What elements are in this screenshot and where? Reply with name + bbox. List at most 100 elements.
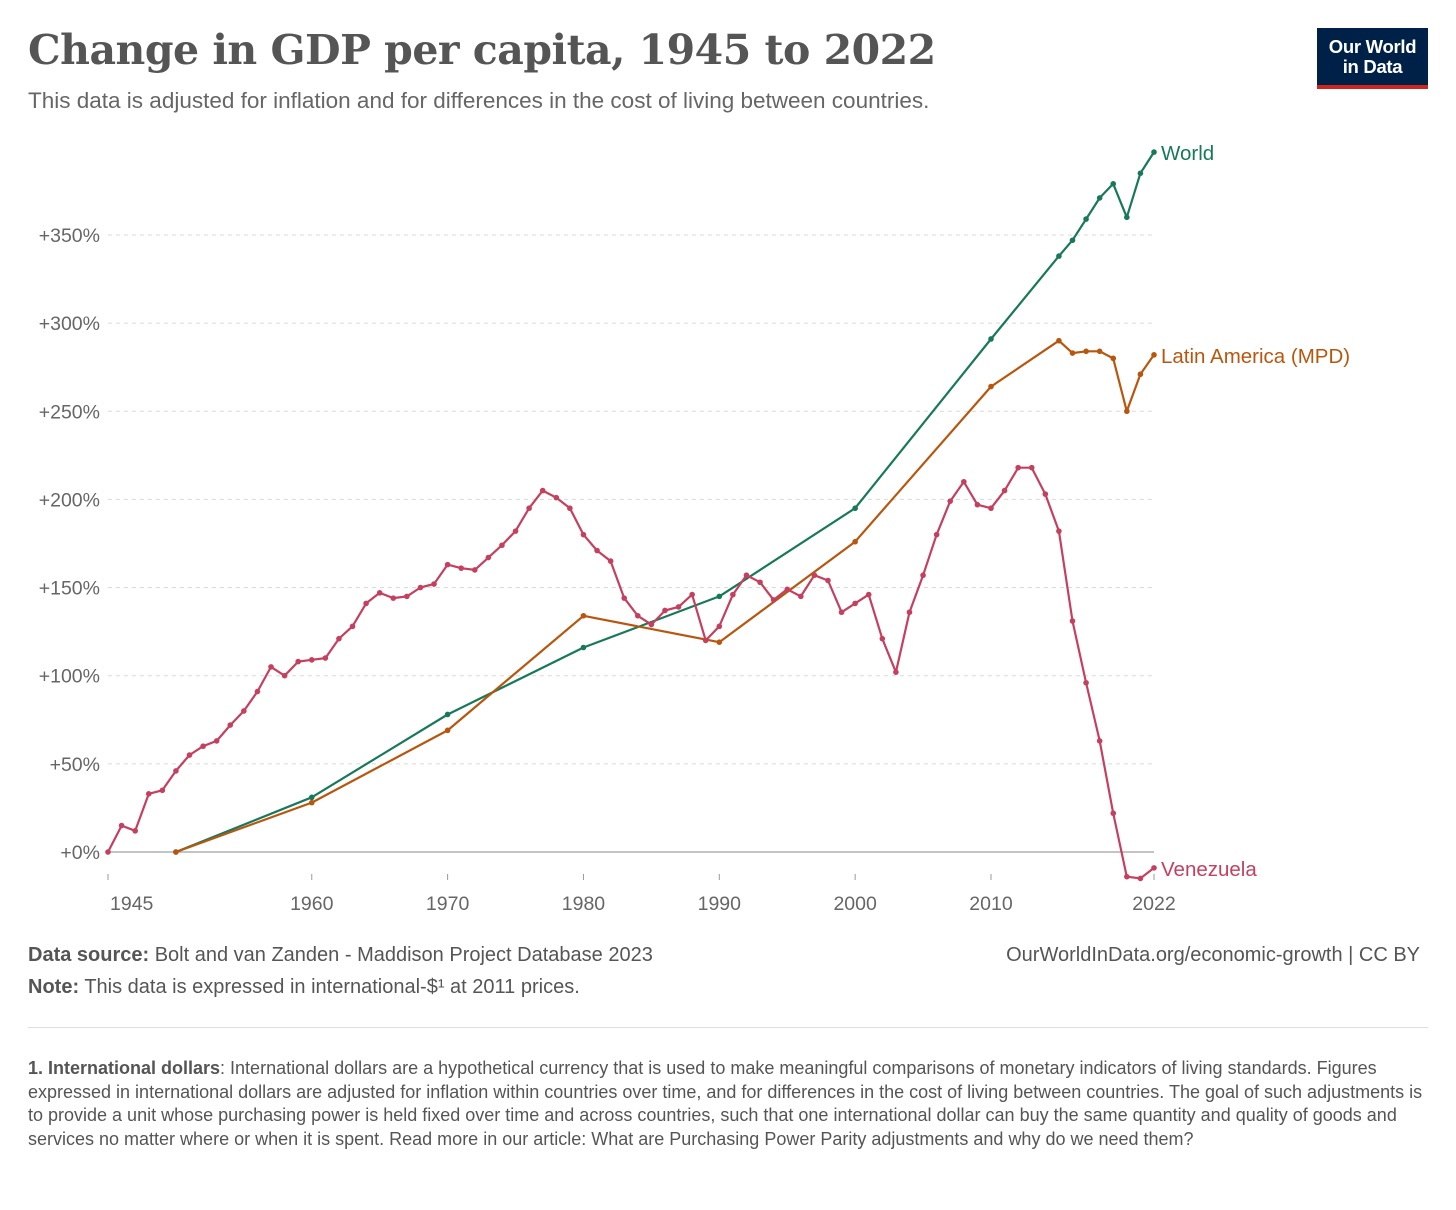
x-tick-label: 1990 [698, 893, 742, 915]
data-point [526, 505, 532, 512]
data-point [173, 849, 179, 855]
y-tick-label: +350% [39, 225, 100, 247]
series-label[interactable]: World [1161, 142, 1214, 165]
data-point [145, 791, 152, 797]
data-point [186, 752, 193, 758]
data-point [621, 595, 628, 601]
series-line[interactable] [175, 339, 1155, 854]
data-point [730, 591, 736, 598]
data-point [159, 787, 166, 794]
data-point [825, 577, 831, 584]
chart-note: Note: This data is expressed in internat… [28, 976, 580, 999]
data-source-label: Data source: [28, 944, 150, 966]
data-point [988, 336, 994, 342]
data-point [988, 505, 994, 512]
note-text: This data is expressed in international-… [84, 976, 580, 998]
logo-line-1: Our World [1328, 35, 1417, 57]
footer-divider [28, 1027, 1428, 1028]
data-point [580, 612, 587, 619]
data-point [295, 658, 301, 665]
data-point [1137, 170, 1144, 177]
data-point [281, 672, 288, 679]
data-point [879, 635, 886, 642]
data-point [675, 604, 682, 610]
data-point [1056, 253, 1062, 259]
data-point [798, 593, 804, 600]
y-tick-label: +50% [50, 754, 100, 776]
data-point [227, 722, 234, 728]
data-point [974, 501, 981, 508]
data-point [363, 600, 369, 607]
x-tick-label: 1970 [426, 893, 470, 915]
data-point [458, 565, 464, 571]
y-tick-label: +100% [39, 666, 100, 688]
data-point [471, 567, 478, 573]
data-point [580, 644, 587, 651]
data-point [757, 579, 763, 586]
data-point [1069, 350, 1076, 356]
data-point [417, 584, 424, 591]
chart-title: Change in GDP per capita, 1945 to 2022 [28, 26, 936, 74]
data-point [1096, 195, 1103, 201]
y-tick-label: +150% [39, 578, 100, 600]
y-tick-label: +0% [60, 842, 100, 864]
data-point [1124, 873, 1130, 880]
data-point [1083, 679, 1089, 686]
data-point [1124, 214, 1130, 221]
series-label[interactable]: Venezuela [1161, 858, 1257, 881]
data-point [1056, 528, 1062, 534]
data-point [648, 621, 655, 628]
data-point [268, 664, 274, 670]
line-chart: +0% +50% +100% +150% +200% +250% +300% +350% 194… [39, 142, 1350, 915]
grid-lines [108, 234, 1154, 765]
x-tick-label: 2022 [1132, 893, 1175, 915]
data-point [988, 383, 994, 390]
data-point [349, 623, 356, 630]
data-point [1151, 865, 1157, 871]
data-point [1151, 149, 1157, 155]
data-point [852, 505, 858, 512]
data-point [702, 637, 709, 644]
data-point [770, 597, 777, 603]
x-tick-label: 1980 [562, 893, 606, 915]
data-point [662, 607, 668, 614]
data-point [906, 609, 913, 616]
series-labels: World Latin America (MPD) Venezuela [1161, 142, 1350, 881]
logo-line-2: in Data [1342, 55, 1403, 77]
series-label[interactable]: Latin America (MPD) [1161, 345, 1350, 368]
license-link[interactable]: OurWorldInData.org/economic-growth | CC … [1006, 944, 1420, 966]
data-point [431, 581, 437, 587]
data-point [512, 528, 519, 534]
data-source: Data source: Bolt and van Zanden - Maddi… [28, 944, 653, 967]
data-source-text[interactable]: Bolt and van Zanden - Maddison Project D… [154, 944, 653, 966]
x-tick-label: 1960 [290, 893, 334, 915]
data-point [1042, 491, 1049, 497]
data-point [1137, 875, 1144, 882]
data-point [404, 593, 410, 600]
data-point [920, 572, 926, 579]
series-line[interactable] [175, 151, 1155, 854]
data-point [1096, 738, 1103, 744]
data-point [838, 609, 845, 616]
owid-logo[interactable]: Our World in Data [1317, 28, 1428, 89]
data-point [132, 828, 138, 834]
data-point [308, 794, 315, 801]
data-point [893, 669, 899, 675]
footnote-label: 1. International dollars [28, 1058, 221, 1078]
data-point [743, 572, 750, 579]
data-point [1001, 487, 1008, 494]
data-point [499, 542, 505, 549]
data-point [1124, 408, 1130, 415]
footnote-text: : International dollars are a hypothetic… [28, 1058, 1423, 1149]
note-label: Note: [28, 976, 80, 998]
data-point [444, 561, 451, 568]
series-lines [105, 149, 1157, 882]
data-point [308, 799, 315, 806]
data-point [241, 708, 247, 714]
data-point [961, 478, 967, 485]
data-point [1110, 355, 1117, 362]
data-point [200, 743, 206, 750]
data-point [1069, 618, 1076, 624]
data-point [322, 655, 329, 661]
data-point [308, 657, 315, 663]
